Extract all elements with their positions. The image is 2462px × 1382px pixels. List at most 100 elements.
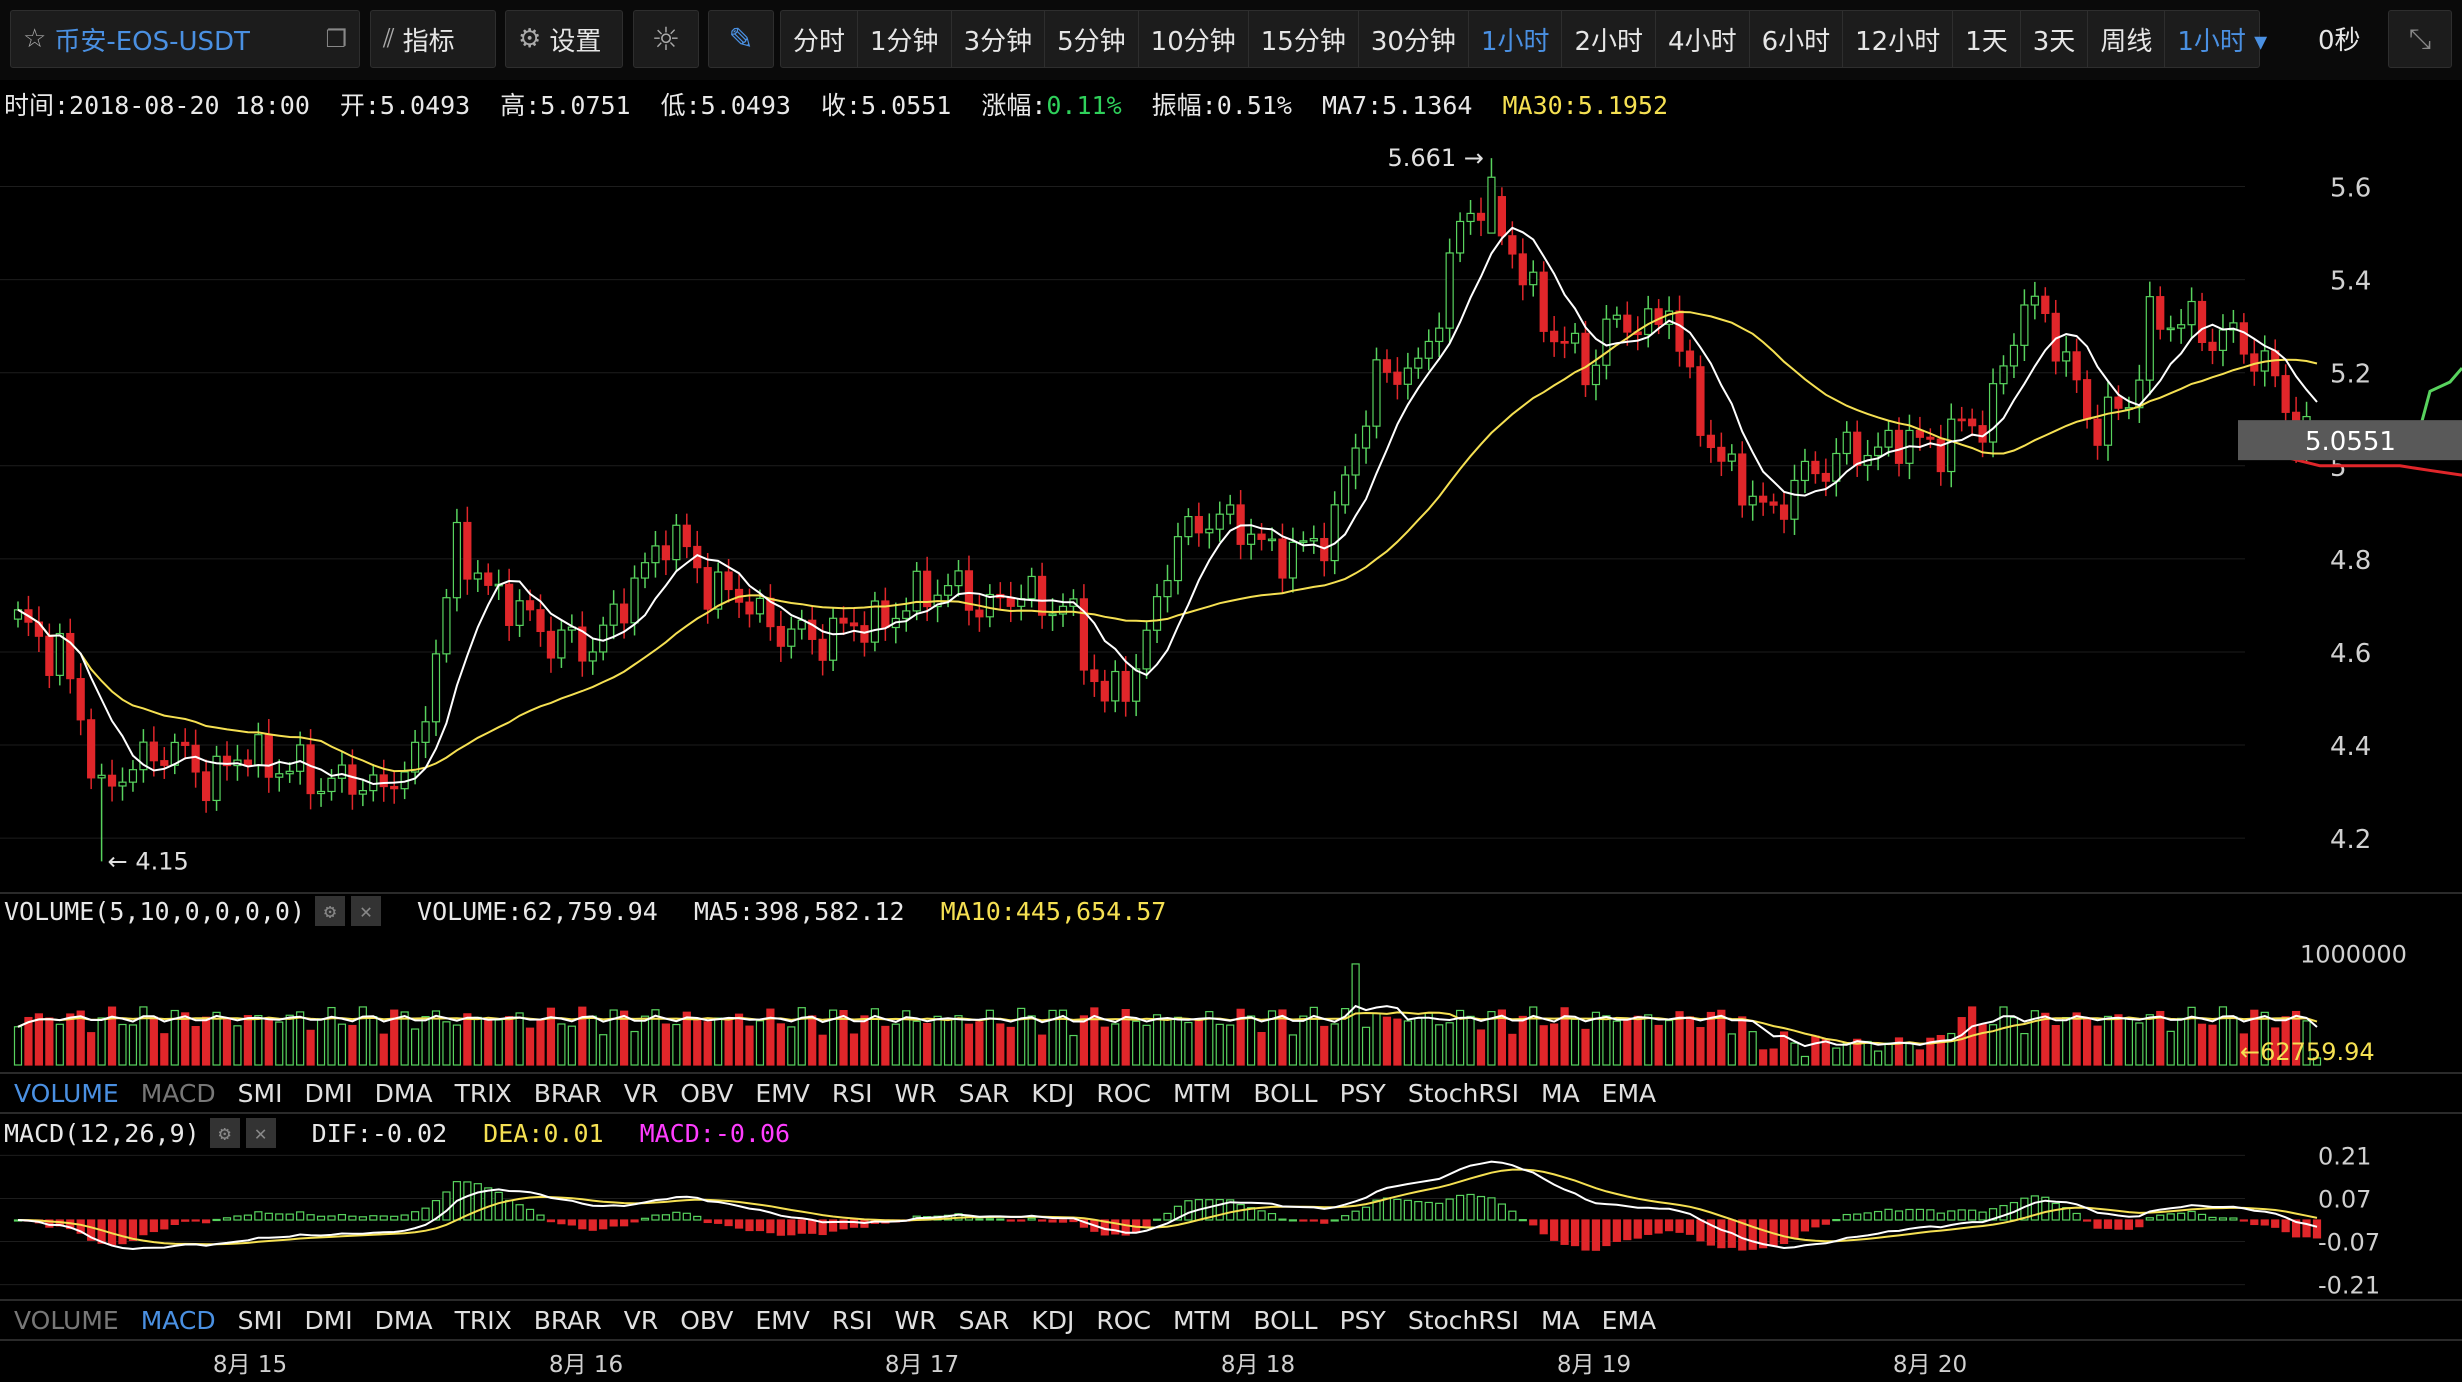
- candle-body[interactable]: [1382, 359, 1392, 373]
- candle-body[interactable]: [2271, 350, 2280, 377]
- candle-body[interactable]: [1529, 271, 1538, 286]
- indicator-tab-brar[interactable]: BRAR: [533, 1305, 602, 1335]
- candle-body[interactable]: [661, 545, 671, 561]
- candle-body[interactable]: [1257, 533, 1266, 540]
- indicator-tab-roc[interactable]: ROC: [1096, 1078, 1151, 1108]
- candle-body[interactable]: [1403, 367, 1412, 385]
- candle-body[interactable]: [2103, 396, 2113, 446]
- candle-body[interactable]: [1341, 474, 1350, 506]
- interval-1[interactable]: 1分钟: [858, 10, 952, 68]
- candle-body[interactable]: [1727, 453, 1736, 462]
- candle-body[interactable]: [2177, 324, 2186, 329]
- interval-14[interactable]: 周线: [2088, 10, 2166, 68]
- candle-body[interactable]: [202, 771, 211, 802]
- candle-body[interactable]: [776, 625, 785, 647]
- interval-7[interactable]: 1小时: [1469, 10, 1563, 68]
- candle-body[interactable]: [1006, 597, 1015, 607]
- candle-body[interactable]: [651, 545, 660, 564]
- candle-body[interactable]: [1821, 472, 1830, 482]
- candle-body[interactable]: [943, 585, 953, 596]
- candle-body[interactable]: [578, 626, 587, 662]
- candle-body[interactable]: [1884, 429, 1893, 448]
- candle-body[interactable]: [379, 774, 388, 788]
- candle-body[interactable]: [1152, 596, 1162, 631]
- indicator-tab-volume[interactable]: VOLUME: [14, 1078, 119, 1108]
- candle-body[interactable]: [452, 521, 461, 599]
- candle-body[interactable]: [1184, 516, 1193, 538]
- candle-body[interactable]: [682, 524, 691, 548]
- indicator-tab-mtm[interactable]: MTM: [1172, 1305, 1232, 1335]
- candle-body[interactable]: [1738, 453, 1747, 506]
- fullscreen-button[interactable]: ⤡: [2388, 10, 2452, 68]
- indicator-tab-brar[interactable]: BRAR: [533, 1078, 602, 1108]
- macd-close-icon[interactable]: ✕: [245, 1118, 276, 1148]
- interval-5[interactable]: 15分钟: [1249, 10, 1359, 68]
- indicator-tab-vr[interactable]: VR: [623, 1078, 659, 1108]
- candle-body[interactable]: [170, 741, 179, 766]
- candle-body[interactable]: [745, 601, 754, 615]
- candle-body[interactable]: [128, 769, 138, 783]
- candle-body[interactable]: [1309, 537, 1318, 542]
- candle-body[interactable]: [2030, 295, 2039, 306]
- candle-body[interactable]: [1612, 314, 1621, 320]
- candle-body[interactable]: [1581, 332, 1590, 386]
- candle-body[interactable]: [1570, 332, 1580, 344]
- interval-12[interactable]: 1天: [1953, 10, 2021, 68]
- candle-body[interactable]: [411, 741, 420, 773]
- indicator-tab-obv[interactable]: OBV: [680, 1305, 734, 1335]
- candle-body[interactable]: [1111, 670, 1120, 702]
- indicator-tab-obv[interactable]: OBV: [680, 1078, 734, 1108]
- candle-body[interactable]: [1027, 575, 1036, 600]
- candle-body[interactable]: [97, 774, 106, 779]
- indicator-tab-roc[interactable]: ROC: [1096, 1305, 1151, 1335]
- candle-body[interactable]: [599, 624, 608, 653]
- indicator-tab-emv[interactable]: EMV: [755, 1078, 810, 1108]
- candle-body[interactable]: [1915, 429, 1925, 438]
- candle-body[interactable]: [860, 625, 869, 643]
- candle-body[interactable]: [2009, 344, 2019, 367]
- candle-body[interactable]: [2208, 341, 2217, 351]
- candle-body[interactable]: [1351, 447, 1360, 476]
- candle-body[interactable]: [1853, 431, 1862, 466]
- candle-body[interactable]: [1299, 540, 1308, 543]
- candle-body[interactable]: [2229, 322, 2238, 331]
- indicator-tab-mtm[interactable]: MTM: [1172, 1078, 1232, 1108]
- interval-8[interactable]: 2小时: [1562, 10, 1657, 68]
- candle-body[interactable]: [828, 617, 838, 661]
- candle-body[interactable]: [1445, 252, 1454, 329]
- candle-body[interactable]: [1414, 357, 1423, 369]
- candle-body[interactable]: [2072, 351, 2081, 381]
- candle-body[interactable]: [1623, 314, 1632, 333]
- star-icon[interactable]: ☆: [23, 24, 47, 54]
- candle-body[interactable]: [1090, 669, 1099, 683]
- indicator-tab-dma[interactable]: DMA: [374, 1305, 433, 1335]
- candle-body[interactable]: [557, 629, 566, 659]
- candle-body[interactable]: [2020, 304, 2029, 346]
- candle-body[interactable]: [45, 635, 54, 676]
- candle-body[interactable]: [1048, 613, 1057, 617]
- indicator-tab-macd[interactable]: MACD: [140, 1305, 216, 1335]
- candle-body[interactable]: [2135, 379, 2144, 409]
- candle-body[interactable]: [1790, 479, 1799, 520]
- indicator-tab-ema[interactable]: EMA: [1601, 1078, 1657, 1108]
- indicator-tab-trix[interactable]: TRIX: [454, 1078, 512, 1108]
- indicator-tab-sar[interactable]: SAR: [958, 1305, 1010, 1335]
- candle-body[interactable]: [1058, 605, 1068, 615]
- interval-13[interactable]: 3天: [2021, 10, 2089, 68]
- candle-body[interactable]: [1100, 680, 1109, 702]
- candle-body[interactable]: [923, 570, 932, 608]
- candle-body[interactable]: [1706, 434, 1716, 449]
- indicator-tab-rsi[interactable]: RSI: [831, 1078, 873, 1108]
- candle-body[interactable]: [808, 619, 817, 640]
- candle-body[interactable]: [1037, 575, 1047, 616]
- indicator-tab-ma[interactable]: MA: [1541, 1305, 1580, 1335]
- candle-body[interactable]: [1999, 365, 2008, 385]
- candle-body[interactable]: [870, 600, 880, 643]
- indicator-tab-smi[interactable]: SMI: [237, 1078, 283, 1108]
- candle-body[interactable]: [849, 622, 859, 627]
- indicator-tab-psy[interactable]: PSY: [1339, 1305, 1386, 1335]
- candle-body[interactable]: [1873, 446, 1883, 457]
- candle-body[interactable]: [1079, 598, 1089, 671]
- indicator-tab-rsi[interactable]: RSI: [831, 1305, 873, 1335]
- indicator-tab-wr[interactable]: WR: [894, 1305, 937, 1335]
